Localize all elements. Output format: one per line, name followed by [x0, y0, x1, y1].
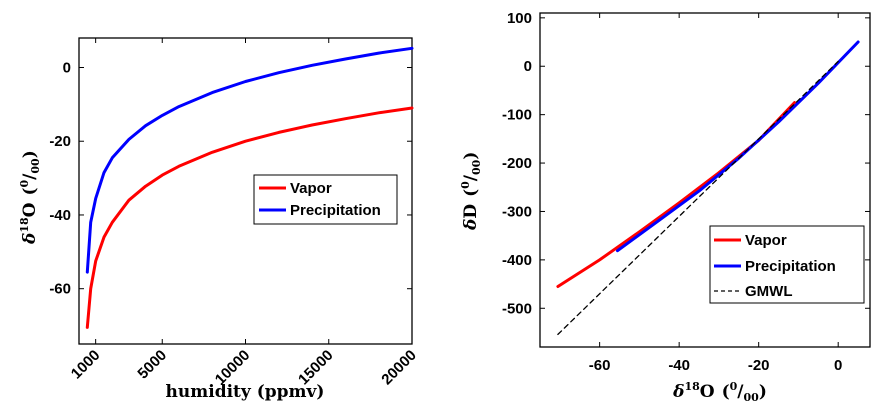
left-ylabel-delta: δ — [20, 233, 40, 245]
left-x-axis-title: humidity (ppmv) — [166, 382, 325, 402]
right-legend-label-vapor: Vapor — [745, 232, 787, 249]
left-y-tick-label: 0 — [63, 59, 71, 76]
right-y-axis-title: δD (0/00) — [459, 152, 483, 231]
left-series-line-precipitation — [85, 46, 414, 274]
right-ylabel-unit-slash: / — [461, 174, 481, 181]
right-ylabel-delta: δ — [461, 219, 481, 231]
right-xlabel-main: O — [700, 382, 715, 402]
left-legend-label-vapor: Vapor — [290, 180, 332, 197]
right-xlabel-unit-sup: 0 — [730, 380, 738, 393]
right-y-tick-label: -100 — [502, 107, 532, 124]
right-ylabel-unit-sub: 00 — [470, 159, 483, 175]
left-legend: Vapor Precipitation — [253, 174, 398, 225]
left-y-axis-title: δ18O (0/00) — [18, 150, 42, 245]
right-y-tick-label: -500 — [502, 300, 532, 317]
left-ylabel-sup: 18 — [18, 217, 31, 233]
right-x-axis-title: δ18O (0/00) — [672, 380, 767, 403]
left-ylabel-close: ) — [20, 150, 40, 158]
right-ylabel-close: ) — [461, 152, 481, 160]
left-y-tick-label: -40 — [49, 207, 71, 224]
right-y-tick-label: -200 — [502, 155, 532, 172]
right-legend-label-gmwl: GMWL — [745, 283, 792, 300]
left-y-tick-label: -20 — [49, 133, 71, 150]
left-ylabel-unit-sup: 0 — [18, 179, 31, 187]
left-legend-label-precipitation: Precipitation — [290, 202, 381, 219]
right-x-tick-label: -40 — [668, 357, 690, 374]
right-y-tick-label: -300 — [502, 203, 532, 220]
right-x-tick-label: -20 — [748, 357, 770, 374]
right-ylabel-main: D — [461, 204, 481, 219]
right-xlabel-close: ) — [759, 382, 767, 402]
left-legend-box — [253, 174, 398, 225]
right-xlabel-unit-slash: / — [737, 382, 744, 402]
left-series — [85, 46, 414, 329]
right-series-line-gmwl — [557, 60, 839, 336]
right-x-tick-label: 0 — [834, 357, 842, 374]
left-ylabel-unit-slash: / — [20, 173, 40, 180]
right-series — [556, 40, 860, 336]
right-y-tick-label: 0 — [524, 58, 532, 75]
left-ylabel-main: O — [20, 202, 40, 217]
right-xlabel-unit-sub: 00 — [744, 391, 760, 403]
right-legend: Vapor Precipitation GMWL — [709, 225, 865, 304]
right-ylabel-unit-sup: 0 — [459, 181, 472, 189]
left-y-tick-label: -60 — [49, 281, 71, 298]
left-x-tick-label: 20000 — [378, 347, 420, 389]
left-ylabel-open: ( — [20, 187, 40, 195]
left-x-tick-label: 1000 — [68, 347, 104, 383]
right-xlabel-delta: δ — [672, 382, 684, 402]
right-xlabel-sup: 18 — [684, 380, 700, 393]
right-ylabel-open: ( — [461, 189, 481, 197]
left-series-line-vapor — [85, 106, 414, 329]
right-y-tick-label: 100 — [507, 10, 532, 27]
right-legend-label-precipitation: Precipitation — [745, 258, 836, 275]
right-x-tick-label: -60 — [589, 357, 611, 374]
right-xlabel-open: ( — [722, 382, 730, 402]
right-y-tick-label: -400 — [502, 252, 532, 269]
left-ylabel-unit-sub: 00 — [29, 158, 42, 174]
left-x-tick-label: 5000 — [134, 347, 170, 383]
